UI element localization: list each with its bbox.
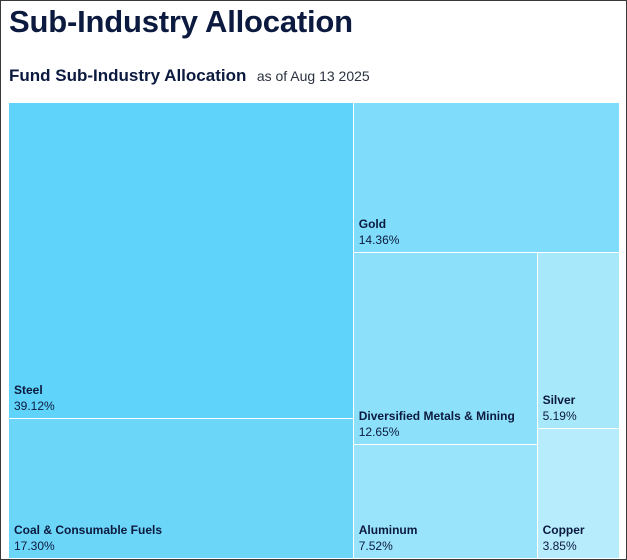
tile-name: Aluminum: [358, 522, 418, 537]
tile-name: Copper: [542, 522, 585, 537]
tile-label-group: Aluminum 7.52%: [359, 522, 418, 554]
treemap-tile-diversified-metals-and-mining[interactable]: Diversified Metals & Mining 12.65%: [353, 253, 538, 445]
tile-label-group: Silver 5.19%: [543, 392, 577, 424]
tile-label-group: Coal & Consumable Fuels 17.30%: [14, 522, 162, 554]
tile-percentage: 39.12%: [14, 399, 55, 414]
tile-label-group: Gold 14.36%: [359, 216, 400, 248]
treemap-tile-steel[interactable]: Steel 39.12%: [9, 103, 354, 420]
treemap-tile-coal-and-consumable-fuels[interactable]: Coal & Consumable Fuels 17.30%: [9, 419, 354, 559]
tile-percentage: 5.19%: [542, 408, 577, 423]
tile-name: Coal & Consumable Fuels: [14, 522, 163, 537]
tile-label-group: Steel 39.12%: [14, 382, 55, 414]
tile-percentage: 12.65%: [358, 425, 400, 439]
tile-name: Diversified Metals & Mining: [358, 409, 515, 423]
tile-percentage: 17.30%: [14, 538, 55, 553]
tile-label-group: Copper 3.85%: [543, 522, 585, 554]
tile-name: Gold: [358, 217, 387, 232]
treemap-tile-copper[interactable]: Copper 3.85%: [537, 428, 620, 559]
page-title: Sub-Industry Allocation: [9, 4, 353, 39]
tile-percentage: 7.52%: [358, 538, 393, 553]
treemap-tile-silver[interactable]: Silver 5.19%: [537, 253, 620, 429]
tile-name: Steel: [14, 383, 43, 398]
tile-percentage: 14.36%: [358, 233, 400, 248]
tile-label-group: Diversified Metals & Mining 12.65%: [359, 408, 515, 440]
treemap: Steel 39.12% Coal & Consumable Fuels 17.30%…: [9, 103, 620, 559]
treemap-tile-gold[interactable]: Gold 14.36%: [353, 103, 620, 254]
as-of-date: as of Aug 13 2025: [256, 68, 370, 84]
chart-title: Fund Sub-Industry Allocation: [9, 66, 247, 85]
tile-percentage: 3.85%: [542, 538, 577, 553]
chart-header: Fund Sub-Industry Allocation as of Aug 1…: [9, 65, 370, 88]
treemap-tile-aluminum[interactable]: Aluminum 7.52%: [353, 445, 538, 559]
tile-name: Silver: [542, 392, 576, 407]
